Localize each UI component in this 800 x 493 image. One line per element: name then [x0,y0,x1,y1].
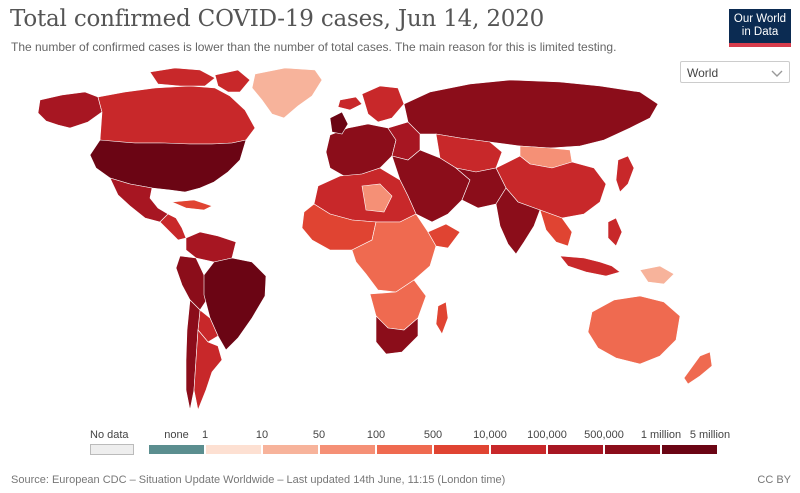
legend-bin-swatch[interactable] [319,444,376,455]
entity-selector[interactable]: World [680,61,790,83]
chart-subtitle: The number of confirmed cases is lower t… [11,40,617,54]
region-australia[interactable] [587,295,681,365]
legend-bin-swatch[interactable] [490,444,547,455]
legend-tick-label: 500,000 [584,429,624,441]
region-caribbean[interactable] [171,199,213,211]
legend-bin-swatch[interactable] [433,444,490,455]
legend-tick-label: 50 [312,429,326,441]
chart-title: Total confirmed COVID-19 cases, Jun 14, … [10,6,545,32]
legend-tick-label: 5 million [689,429,731,441]
legend-tick-label: 100 [366,429,386,441]
region-uk[interactable] [329,111,349,135]
region-new-zealand[interactable] [683,351,713,385]
legend-bin-swatch[interactable] [205,444,262,455]
region-iceland[interactable] [337,96,363,111]
legend-no-data-label: No data [90,429,129,441]
region-alaska[interactable] [37,91,103,129]
entity-selector-value: World [687,66,719,80]
world-map [37,67,713,412]
region-scandinavia[interactable] [361,85,405,123]
region-japan[interactable] [615,155,635,193]
region-western-europe[interactable] [325,123,397,177]
region-south-africa[interactable] [375,315,419,355]
legend-tick-label: 1 [201,429,209,441]
region-canada[interactable] [97,85,256,145]
legend-tick-label: 100,000 [527,429,567,441]
legend-bin-swatch[interactable] [376,444,433,455]
legend-tick-label: 10,000 [473,429,507,441]
region-greenland[interactable] [251,67,323,119]
region-libya[interactable] [361,183,393,213]
legend-no-data-swatch [90,444,134,455]
legend-bin-swatch[interactable] [661,444,718,455]
legend-tick-label: 1 million [640,429,682,441]
license-link[interactable]: CC BY [757,474,791,486]
world-map-svg [37,67,713,412]
region-papua-new-guinea[interactable] [639,265,675,285]
region-canada-arctic-2[interactable] [214,69,251,93]
legend-bin-swatch[interactable] [262,444,319,455]
region-central-america[interactable] [159,213,187,241]
region-horn-of-africa[interactable] [427,223,461,249]
chevron-down-icon [771,67,783,81]
legend-tick-label: 500 [423,429,443,441]
region-central-africa[interactable] [351,213,437,293]
source-note: Source: European CDC – Situation Update … [11,474,506,486]
region-philippines[interactable] [607,217,623,247]
legend-bin-swatch[interactable] [604,444,661,455]
legend-bin-swatch[interactable] [148,444,205,455]
region-southeast-asia[interactable] [539,209,573,247]
legend-tick-label: none [164,429,189,441]
legend-tick-label: 10 [255,429,269,441]
region-madagascar[interactable] [435,301,449,335]
region-argentina[interactable] [193,329,223,412]
logo-line-1: Our World [733,13,787,25]
region-canada-arctic[interactable] [149,67,216,87]
region-chile[interactable] [185,299,201,411]
logo-line-2: in Data [741,26,779,38]
region-indonesia[interactable] [559,255,621,277]
region-brazil[interactable] [203,257,267,351]
region-india[interactable] [495,187,541,255]
legend-bin-swatch[interactable] [547,444,604,455]
owid-logo[interactable]: Our World in Data [729,9,791,47]
